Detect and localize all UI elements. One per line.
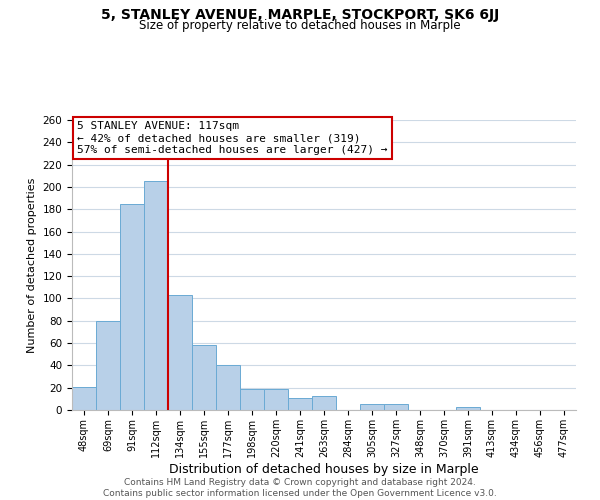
Bar xyxy=(96,321,120,410)
Bar xyxy=(312,396,336,410)
Bar xyxy=(192,346,216,410)
Bar xyxy=(264,389,288,410)
Bar xyxy=(216,366,240,410)
Y-axis label: Number of detached properties: Number of detached properties xyxy=(27,178,37,352)
Bar xyxy=(456,406,480,410)
Bar xyxy=(240,389,264,410)
Bar xyxy=(384,404,408,410)
Bar xyxy=(144,182,168,410)
Text: Contains HM Land Registry data © Crown copyright and database right 2024.
Contai: Contains HM Land Registry data © Crown c… xyxy=(103,478,497,498)
Bar xyxy=(120,204,144,410)
Bar xyxy=(72,386,96,410)
Bar xyxy=(288,398,312,410)
Text: 5, STANLEY AVENUE, MARPLE, STOCKPORT, SK6 6JJ: 5, STANLEY AVENUE, MARPLE, STOCKPORT, SK… xyxy=(101,8,499,22)
Bar xyxy=(360,404,384,410)
Text: Size of property relative to detached houses in Marple: Size of property relative to detached ho… xyxy=(139,19,461,32)
Text: 5 STANLEY AVENUE: 117sqm
← 42% of detached houses are smaller (319)
57% of semi-: 5 STANLEY AVENUE: 117sqm ← 42% of detach… xyxy=(77,122,388,154)
X-axis label: Distribution of detached houses by size in Marple: Distribution of detached houses by size … xyxy=(169,462,479,475)
Bar xyxy=(168,295,192,410)
